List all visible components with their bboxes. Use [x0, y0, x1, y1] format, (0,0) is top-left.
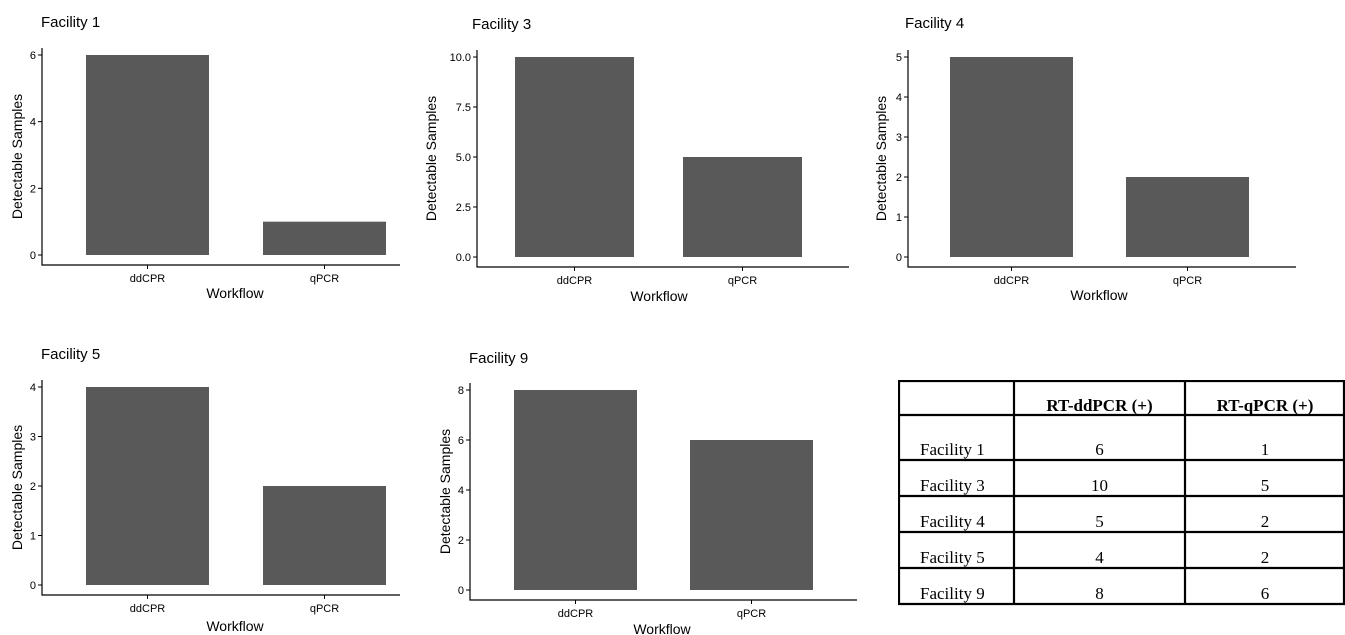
x-axis-label: Workflow [206, 618, 264, 634]
y-tick-label: 2 [458, 535, 464, 547]
chart-title: Facility 4 [905, 15, 964, 32]
axis-lines [469, 383, 857, 601]
bar-qpcr [1126, 177, 1249, 257]
table-cell: 2 [1261, 548, 1270, 567]
table-row-label: Facility 5 [920, 548, 985, 567]
table-cell: 6 [1261, 584, 1270, 603]
y-tick-label: 4 [458, 485, 464, 497]
table-row-label: Facility 9 [920, 584, 985, 603]
y-tick-label: 4 [30, 382, 36, 394]
axis-lines [907, 50, 1296, 268]
table-cell: 8 [1095, 584, 1104, 603]
bar-qpcr [263, 221, 386, 255]
y-tick-label: 0.0 [456, 252, 471, 264]
x-tick-label: qPCR [310, 603, 339, 615]
bar-ddcpr [86, 55, 209, 255]
x-tick-label: qPCR [1173, 275, 1202, 287]
bar-chart-5: Facility 9 0 2 4 6 8 ddCPR qPCR Workflow Detectab… [437, 350, 857, 635]
table-header-cell: RT-qPCR (+) [1217, 396, 1314, 415]
x-tick-label: ddCPR [994, 275, 1030, 287]
table-cell: 1 [1261, 440, 1270, 459]
table-cell: 2 [1261, 512, 1270, 531]
x-axis-label: Workflow [206, 285, 264, 301]
table-cell: 10 [1091, 476, 1108, 495]
chart-title: Facility 5 [41, 346, 100, 363]
y-tick-label: 5.0 [456, 152, 471, 164]
x-tick-label: ddCPR [130, 273, 166, 285]
table-cell: 6 [1095, 440, 1104, 459]
bar-chart-1: Facility 1 0 2 4 6 ddCPR qPCR Workflow Detectabl… [9, 14, 400, 301]
x-tick-label: qPCR [737, 608, 766, 620]
table-cell: 5 [1095, 512, 1104, 531]
y-axis-label: Detectable Samples [9, 94, 25, 219]
y-tick-label: 2 [30, 481, 36, 493]
x-tick-label: ddCPR [130, 603, 166, 615]
x-tick-label: qPCR [310, 273, 339, 285]
bar-chart-2: Facility 3 0.0 2.5 5.0 7.5 10.0 ddCPR qPCR Workf… [423, 16, 849, 304]
y-tick-label: 2.5 [456, 202, 471, 214]
bar-chart-4: Facility 5 0 1 2 3 4 ddCPR qPCR Workflow Detectab… [9, 346, 400, 634]
y-tick-label: 2 [896, 172, 902, 184]
y-tick-label: 3 [30, 432, 36, 444]
y-tick-label: 3 [896, 132, 902, 144]
table-row-label: Facility 3 [920, 476, 985, 495]
table-header-cell: RT-ddPCR (+) [1046, 396, 1152, 415]
x-tick-label: ddCPR [557, 275, 593, 287]
y-tick-label: 0 [30, 250, 36, 262]
y-tick-label: 10.0 [450, 52, 471, 64]
x-tick-label: ddCPR [558, 608, 594, 620]
x-axis-label: Workflow [1070, 287, 1128, 303]
y-axis-label: Detectable Samples [9, 425, 25, 550]
x-tick-label: qPCR [728, 275, 757, 287]
y-axis-label: Detectable Samples [437, 429, 453, 554]
y-tick-label: 1 [30, 531, 36, 543]
x-axis-label: Workflow [633, 621, 691, 635]
y-tick-label: 7.5 [456, 102, 471, 114]
y-tick-label: 4 [30, 117, 36, 129]
bar-ddcpr [950, 57, 1073, 257]
results-table: RT-ddPCR (+) RT-qPCR (+) Facility 1 6 1 Facil… [898, 380, 1345, 606]
bar-qpcr [683, 157, 802, 257]
y-tick-label: 8 [458, 385, 464, 397]
y-tick-label: 1 [896, 212, 902, 224]
axis-lines [41, 48, 400, 266]
table-row-label: Facility 1 [920, 440, 985, 459]
chart-title: Facility 3 [472, 16, 531, 33]
chart-title: Facility 1 [41, 14, 100, 31]
axis-lines [476, 50, 849, 268]
y-tick-label: 4 [896, 92, 902, 104]
axis-lines [41, 380, 400, 596]
bar-ddcpr [514, 390, 637, 590]
bar-ddcpr [515, 57, 634, 257]
y-tick-label: 6 [30, 50, 36, 62]
bar-qpcr [690, 440, 813, 590]
bar-chart-3: Facility 4 0 1 2 3 4 5 ddCPR qPCR Workflow Detecta… [873, 15, 1296, 303]
table-row-label: Facility 4 [920, 512, 985, 531]
y-tick-label: 5 [896, 52, 902, 64]
table-cell: 5 [1261, 476, 1270, 495]
y-axis-label: Detectable Samples [423, 96, 439, 221]
y-tick-label: 0 [896, 252, 902, 264]
y-tick-label: 0 [458, 585, 464, 597]
x-axis-label: Workflow [630, 288, 688, 304]
y-tick-label: 6 [458, 435, 464, 447]
bar-qpcr [263, 486, 386, 585]
y-tick-label: 2 [30, 183, 36, 195]
table-cell: 4 [1095, 548, 1104, 567]
y-tick-label: 0 [30, 580, 36, 592]
bar-ddcpr [86, 387, 209, 585]
chart-title: Facility 9 [469, 350, 528, 367]
y-axis-label: Detectable Samples [873, 96, 889, 221]
